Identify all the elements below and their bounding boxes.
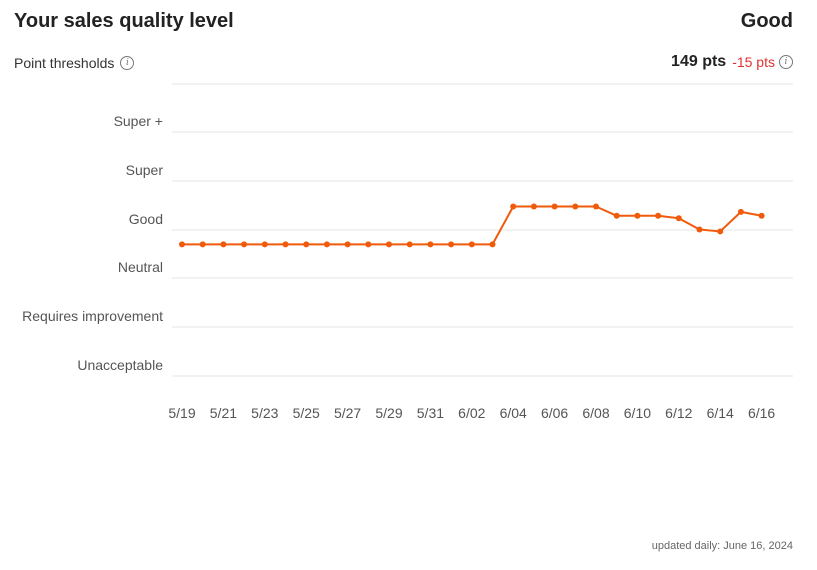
info-icon[interactable]: i (779, 55, 793, 69)
data-point[interactable] (468, 241, 475, 248)
data-point[interactable] (406, 241, 413, 248)
data-point[interactable] (282, 241, 289, 248)
quality-level: Good (740, 10, 793, 32)
x-tick-label: 5/23 (251, 405, 278, 421)
data-point[interactable] (510, 203, 517, 210)
x-tick-label: 6/14 (707, 405, 734, 421)
x-tick-label: 5/21 (210, 405, 237, 421)
points-summary: 149 pts -15 pts i (671, 53, 793, 71)
x-tick-label: 5/19 (168, 405, 195, 421)
x-tick-label: 5/25 (293, 405, 320, 421)
data-point[interactable] (530, 203, 537, 210)
series-line (182, 205, 762, 246)
y-tick-label: Unacceptable (77, 357, 163, 373)
x-tick-label: 6/08 (582, 405, 609, 421)
x-tick-label: 6/06 (541, 405, 568, 421)
data-point[interactable] (593, 203, 599, 210)
data-point[interactable] (220, 241, 227, 248)
data-point[interactable] (737, 208, 744, 215)
data-point[interactable] (675, 215, 682, 222)
x-tick-label: 6/02 (458, 405, 485, 421)
data-point[interactable] (696, 226, 703, 233)
x-tick-label: 5/27 (334, 405, 361, 421)
points-value: 149 pts (671, 53, 727, 70)
data-point[interactable] (489, 241, 496, 248)
data-point[interactable] (261, 241, 268, 248)
data-point[interactable] (386, 241, 392, 248)
data-point[interactable] (634, 212, 641, 219)
x-tick-label: 5/29 (375, 405, 402, 421)
x-tick-label: 6/16 (748, 405, 775, 421)
data-point[interactable] (344, 241, 351, 248)
y-tick-label: Super (126, 162, 164, 178)
updated-note: updated daily: June 16, 2024 (651, 540, 793, 552)
data-point[interactable] (365, 241, 372, 248)
data-point[interactable] (179, 241, 185, 248)
data-point[interactable] (717, 228, 724, 235)
y-tick-label: Super + (114, 113, 163, 129)
data-point[interactable] (572, 203, 579, 210)
points-delta: -15 pts (732, 54, 775, 70)
data-point[interactable] (323, 241, 330, 248)
data-point[interactable] (303, 241, 310, 248)
data-point[interactable] (448, 241, 455, 248)
y-tick-label: Neutral (118, 259, 163, 275)
data-point[interactable] (241, 241, 248, 248)
x-tick-label: 6/04 (500, 405, 527, 421)
info-icon[interactable]: i (120, 56, 135, 70)
sales-quality-chart: Unacceptable Requires improvement Neutral G… (22, 83, 793, 421)
data-point[interactable] (613, 212, 620, 219)
data-point[interactable] (427, 241, 434, 248)
y-tick-label: Requires improvement (22, 308, 163, 324)
page-title: Your sales quality level (14, 10, 234, 32)
data-point[interactable] (758, 212, 765, 219)
point-thresholds: Point thresholds i (14, 55, 135, 71)
x-tick-label: 6/10 (624, 405, 651, 421)
data-point[interactable] (199, 241, 206, 248)
point-thresholds-label: Point thresholds (14, 55, 115, 71)
x-tick-label: 5/31 (417, 405, 444, 421)
x-tick-label: 6/12 (665, 405, 692, 421)
data-point[interactable] (551, 203, 558, 210)
y-tick-label: Good (129, 211, 163, 227)
data-point[interactable] (655, 212, 662, 219)
